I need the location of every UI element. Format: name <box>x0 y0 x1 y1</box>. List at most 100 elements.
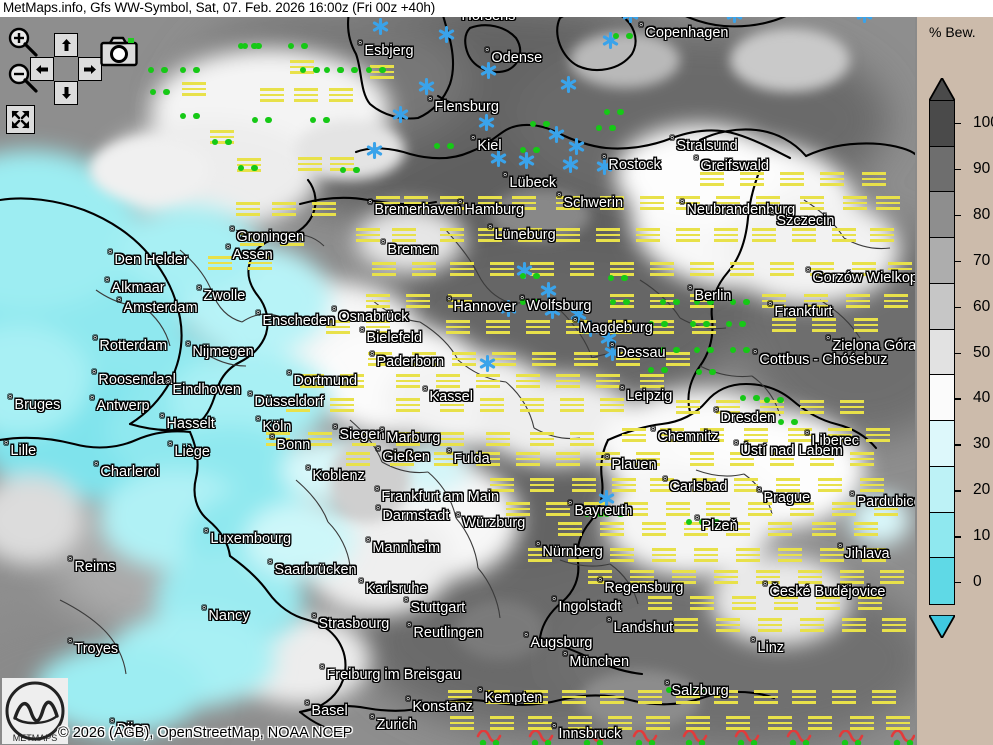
pan-right-button[interactable] <box>78 57 102 81</box>
fog-symbol <box>556 374 580 388</box>
fog-symbol <box>480 398 504 412</box>
city-label: ° Nancy <box>202 605 250 624</box>
city-label: ° Dresden <box>714 407 775 426</box>
city-marker-icon: ° <box>714 407 719 419</box>
city-label: ° Flensburg <box>428 96 499 115</box>
city-name: Dijon <box>116 720 150 737</box>
fog-symbol <box>406 294 430 308</box>
drizzle-symbol <box>730 340 750 358</box>
city-label: ° Karlsruhe <box>359 578 427 597</box>
city-label: ° Innsbruck <box>552 723 621 742</box>
fog-symbol <box>770 452 794 466</box>
fog-symbol <box>770 262 794 276</box>
fog-symbol <box>886 716 910 730</box>
snow-symbol <box>548 126 565 143</box>
city-name: Würzburg <box>462 514 526 531</box>
city-marker-icon: ° <box>197 285 202 297</box>
drizzle-symbol <box>700 512 720 530</box>
fog-symbol <box>790 502 814 516</box>
pan-up-button[interactable] <box>54 33 78 57</box>
fog-symbol <box>490 478 514 492</box>
city-name: Bonn <box>276 436 311 453</box>
fog-symbol <box>650 478 674 492</box>
fog-symbol <box>650 262 674 276</box>
city-name: Assen <box>232 246 273 263</box>
drizzle-symbol <box>340 160 360 178</box>
city-marker-icon: ° <box>370 714 375 726</box>
fog-symbol <box>882 618 906 632</box>
snapshot-button[interactable] <box>100 35 138 67</box>
camera-icon <box>100 36 138 67</box>
drizzle-symbol <box>696 362 716 380</box>
pan-left-button[interactable] <box>30 57 54 81</box>
fog-symbol <box>800 196 824 210</box>
fog-symbol <box>596 228 620 242</box>
city-name: Konstanz <box>412 698 473 715</box>
legend-colorbar <box>929 100 955 605</box>
snow-symbol <box>366 142 383 159</box>
city-name: Enscheden <box>262 312 335 329</box>
city-name: Linz <box>757 639 785 656</box>
legend-segment <box>930 512 954 559</box>
fog-symbol <box>330 398 354 412</box>
pan-down-button[interactable] <box>54 81 78 105</box>
fog-symbol <box>686 716 710 730</box>
city-name: Bremen <box>387 241 439 258</box>
city-label: ° Ingolstadt <box>552 596 621 615</box>
city-marker-icon: ° <box>607 617 612 629</box>
city-label: ° Groningen <box>230 226 304 245</box>
city-label: ° Luxembourg <box>204 528 291 547</box>
city-label: ° České Budějovice <box>763 581 885 600</box>
city-label: ° München <box>563 651 629 670</box>
fog-symbol <box>690 262 714 276</box>
fog-symbol <box>440 196 464 210</box>
city-name: Hannover <box>453 298 517 315</box>
drizzle-symbol <box>520 266 540 284</box>
city-marker-icon: ° <box>305 700 310 712</box>
fog-symbol <box>812 522 836 536</box>
city-name: Dortmund <box>293 372 358 389</box>
map-canvas[interactable]: °Horsens°Copenhagen°Esbjerg°Odense°Flens… <box>0 17 915 745</box>
fog-symbol <box>440 228 464 242</box>
city-label: ° Gießen <box>376 446 430 465</box>
drizzle-symbol <box>310 110 330 128</box>
city-marker-icon: ° <box>230 226 235 238</box>
snow-symbol <box>438 26 455 43</box>
city-name: Koblenz <box>312 467 365 484</box>
city-marker-icon: ° <box>552 723 557 735</box>
city-name: Lübeck <box>509 174 557 191</box>
city-name: Kiel <box>477 137 502 154</box>
city-label: ° Carlsbad <box>663 476 727 495</box>
city-marker-icon: ° <box>93 335 98 347</box>
fog-symbol <box>812 318 836 332</box>
fog-symbol <box>368 352 392 366</box>
city-label: ° Hannover <box>447 296 516 315</box>
fullscreen-button[interactable] <box>6 105 35 134</box>
city-name: Carlsbad <box>669 478 728 495</box>
fog-symbol <box>872 690 896 704</box>
fog-symbol <box>804 294 828 308</box>
city-name: Hasselt <box>166 415 215 432</box>
city-marker-icon: ° <box>485 47 490 59</box>
zoom-in-button[interactable] <box>6 25 40 59</box>
zoom-out-button[interactable] <box>6 61 40 95</box>
city-marker-icon: ° <box>270 434 275 446</box>
city-marker-icon: ° <box>370 351 375 363</box>
fog-symbol <box>818 478 842 492</box>
fog-symbol <box>676 400 700 414</box>
fog-symbol <box>396 374 420 388</box>
city-label: ° Wolfsburg <box>520 295 591 314</box>
city-label: ° Roosendaal <box>92 369 176 388</box>
city-label: ° Berlin <box>688 285 731 304</box>
city-marker-icon: ° <box>563 651 568 663</box>
city-marker-icon: ° <box>68 556 73 568</box>
city-marker-icon: ° <box>471 135 476 147</box>
city-label: ° Stuttgart <box>404 597 465 616</box>
city-label: ° Bremen <box>381 239 438 258</box>
fog-symbol <box>674 618 698 632</box>
drizzle-symbol <box>338 60 358 78</box>
freezing-drizzle-symbol <box>890 730 915 745</box>
drizzle-symbol <box>778 412 798 430</box>
fog-symbol <box>810 262 834 276</box>
